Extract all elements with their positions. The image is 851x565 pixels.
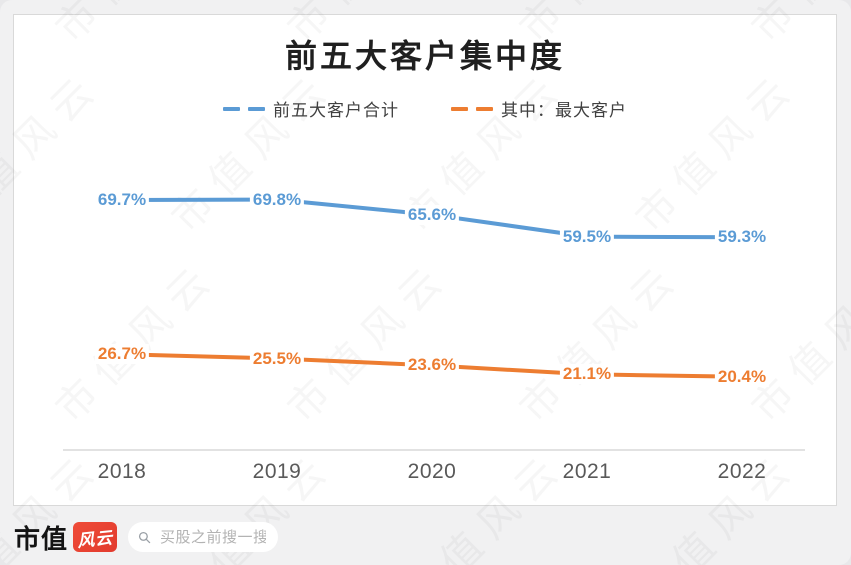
- chart-title: 前五大客户集中度: [284, 38, 565, 74]
- data-label: 25.5%: [249, 348, 305, 369]
- footer-bar: 市值 风云: [14, 518, 279, 556]
- search-bar[interactable]: [128, 522, 279, 552]
- legend-label-largest-customer: 其中：最大客户: [501, 101, 627, 120]
- search-input[interactable]: [158, 527, 269, 547]
- search-icon: [138, 531, 151, 543]
- chart-area: 前五大客户集中度 前五大客户合计 其中：最大客户 69.7% 69.8% 65.6%…: [13, 14, 837, 506]
- data-label: 65.6%: [404, 204, 460, 225]
- data-label: 23.6%: [404, 355, 460, 376]
- brand-logo-text: 市值: [14, 523, 69, 554]
- legend-item-top5-total: 前五大客户合计: [223, 96, 399, 121]
- data-label: 59.3%: [714, 227, 770, 248]
- x-axis-label: 2020: [407, 460, 457, 483]
- brand-badge: 风云: [73, 522, 118, 552]
- legend-line-icon: [451, 106, 493, 111]
- plot-canvas: [63, 197, 805, 451]
- data-label: 20.4%: [714, 366, 770, 387]
- chart-card: [13, 14, 837, 506]
- data-label: 59.5%: [559, 226, 615, 247]
- data-label: 26.7%: [94, 344, 150, 365]
- legend-label-top5-total: 前五大客户合计: [273, 101, 399, 120]
- x-axis-label: 2022: [717, 460, 767, 483]
- data-label: 21.1%: [559, 364, 615, 385]
- legend-item-largest-customer: 其中：最大客户: [451, 96, 627, 121]
- data-label: 69.7%: [94, 190, 150, 210]
- brand-badge-label: 风云: [76, 527, 115, 551]
- chart-legend: 前五大客户合计 其中：最大客户: [13, 96, 837, 121]
- data-label: 69.8%: [249, 189, 305, 210]
- legend-line-icon: [223, 106, 265, 111]
- x-axis-label: 2021: [562, 460, 612, 483]
- x-axis-label: 2018: [97, 460, 147, 483]
- x-axis-label: 2019: [252, 460, 302, 483]
